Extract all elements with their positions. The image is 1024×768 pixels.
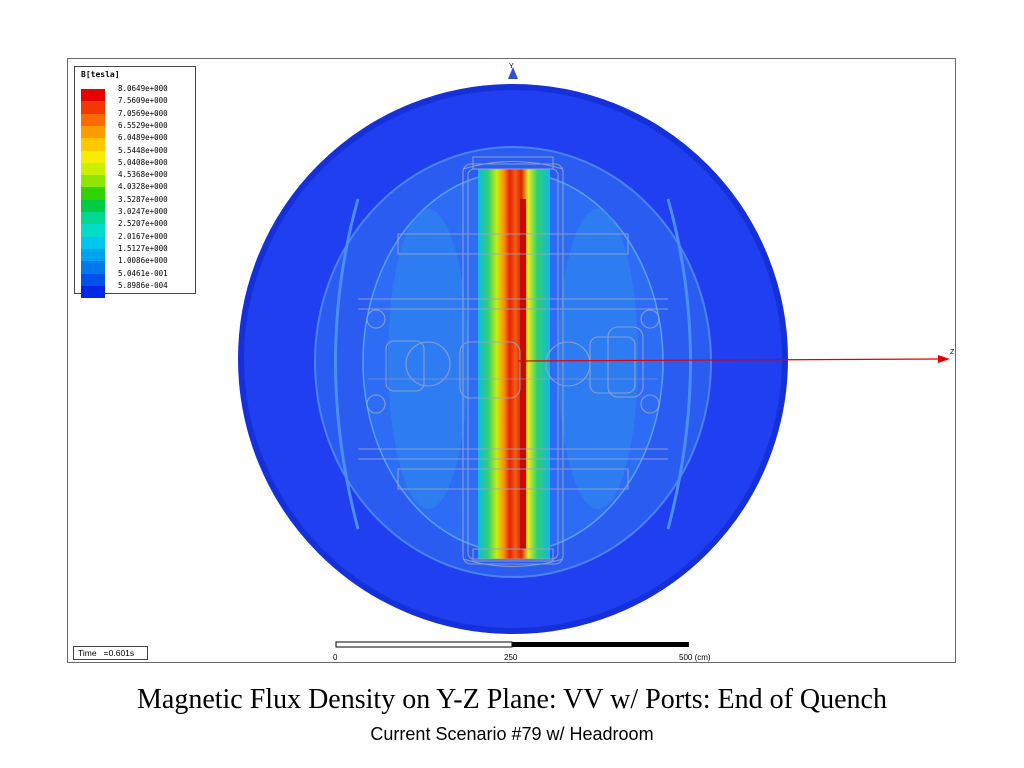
legend-value: 4.5368e+000 (118, 170, 168, 180)
legend-swatch (81, 273, 105, 286)
vessel-right-lobe (666, 198, 692, 530)
legend-entry: 8.0649e+000 (81, 84, 193, 102)
legend-swatch (81, 212, 105, 225)
y-axis-arrow (508, 67, 518, 79)
legend-value: 1.0086e+000 (118, 256, 168, 266)
legend-swatch (81, 224, 105, 237)
legend-value: 6.5529e+000 (118, 120, 168, 130)
legend-swatch (81, 101, 105, 114)
simulation-viewport[interactable]: B[tesla] 8.0649e+000 7.5609e+000 7.0569e+0… (67, 58, 956, 663)
legend-swatch (81, 199, 105, 213)
legend-value: 7.0569e+000 (118, 108, 168, 118)
wireframe-geometry (358, 156, 668, 567)
flux-density-plot (238, 67, 950, 648)
legend-value: 6.0489e+000 (118, 133, 168, 143)
legend-swatch (81, 138, 105, 151)
coil-core-line (520, 199, 526, 549)
legend-value: 3.0247e+000 (118, 207, 168, 216)
time-display: Time =0.601s (73, 646, 148, 660)
legend-swatch (81, 285, 105, 299)
scale-label-end: 500 (cm) (679, 653, 711, 662)
legend-swatch (81, 175, 105, 188)
legend-entry: 1.0086e+000 (81, 256, 193, 274)
vessel-left-lobe (334, 198, 360, 530)
legend-value: 5.5448e+000 (118, 145, 168, 155)
legend-swatch (81, 150, 105, 163)
legend-entry: 2.0167e+000 (81, 232, 193, 249)
legend-value: 5.8986e-004 (118, 280, 168, 290)
legend-entry: 5.0461e-001 (81, 269, 193, 286)
legend-value: 7.5609e+000 (118, 96, 168, 106)
legend-value: 2.0167e+000 (118, 231, 168, 241)
scale-label-mid: 250 (504, 653, 518, 662)
legend-value: 5.0461e-001 (118, 268, 168, 278)
legend-entry: 3.5287e+000 (81, 195, 193, 213)
legend-swatch (81, 187, 105, 200)
legend-swatch (81, 113, 105, 126)
legend-value: 3.5287e+000 (118, 194, 168, 204)
glow-band-left (388, 209, 468, 509)
legend-entry: 4.5368e+000 (81, 170, 193, 188)
legend-swatch (81, 236, 105, 249)
legend-entry: 7.0569e+000 (81, 109, 193, 126)
legend-entry: 3.0247e+000 (81, 207, 193, 225)
legend-value: 1.5127e+000 (118, 243, 168, 253)
legend-value: 4.0328e+000 (118, 182, 168, 192)
time-value: =0.601s (103, 648, 135, 658)
legend-value: 5.0408e+000 (118, 157, 168, 167)
color-legend: B[tesla] 8.0649e+000 7.5609e+000 7.0569e+0… (74, 66, 196, 299)
legend-title: B[tesla] (81, 70, 120, 79)
outer-flux-dark-ring (238, 84, 788, 634)
central-coil (478, 169, 550, 559)
legend-value: 8.0649e+000 (118, 84, 168, 93)
z-axis-label: Z (950, 349, 955, 356)
legend-entry: 4.0328e+000 (81, 182, 193, 200)
time-label: Time (78, 648, 97, 658)
figure-subcaption: Current Scenario #79 w/ Headroom (370, 724, 654, 744)
legend-swatch (81, 261, 105, 274)
y-axis-label: Y (509, 63, 514, 70)
legend-entry: 5.8986e-004 (81, 281, 193, 299)
legend-entry: 7.5609e+000 (81, 96, 193, 114)
z-axis-line (517, 358, 939, 362)
legend-swatch (81, 248, 105, 262)
legend-swatch (81, 125, 105, 139)
legend-entry: 6.0489e+000 (81, 133, 193, 151)
glow-band-right (558, 209, 638, 509)
legend-value: 2.5207e+000 (118, 219, 168, 229)
legend-entry: 5.5448e+000 (81, 146, 193, 163)
z-axis-arrow (938, 355, 950, 363)
scale-bar (335, 641, 689, 648)
legend-entry: 1.5127e+000 (81, 244, 193, 262)
scale-label-start: 0 (333, 653, 338, 662)
legend-entry: 6.5529e+000 (81, 121, 193, 139)
legend-entry: 2.5207e+000 (81, 219, 193, 237)
legend-entry: 5.0408e+000 (81, 158, 193, 176)
figure-caption: Magnetic Flux Density on Y-Z Plane: VV w… (137, 684, 887, 715)
legend-swatch (81, 89, 105, 102)
legend-swatch (81, 162, 105, 176)
